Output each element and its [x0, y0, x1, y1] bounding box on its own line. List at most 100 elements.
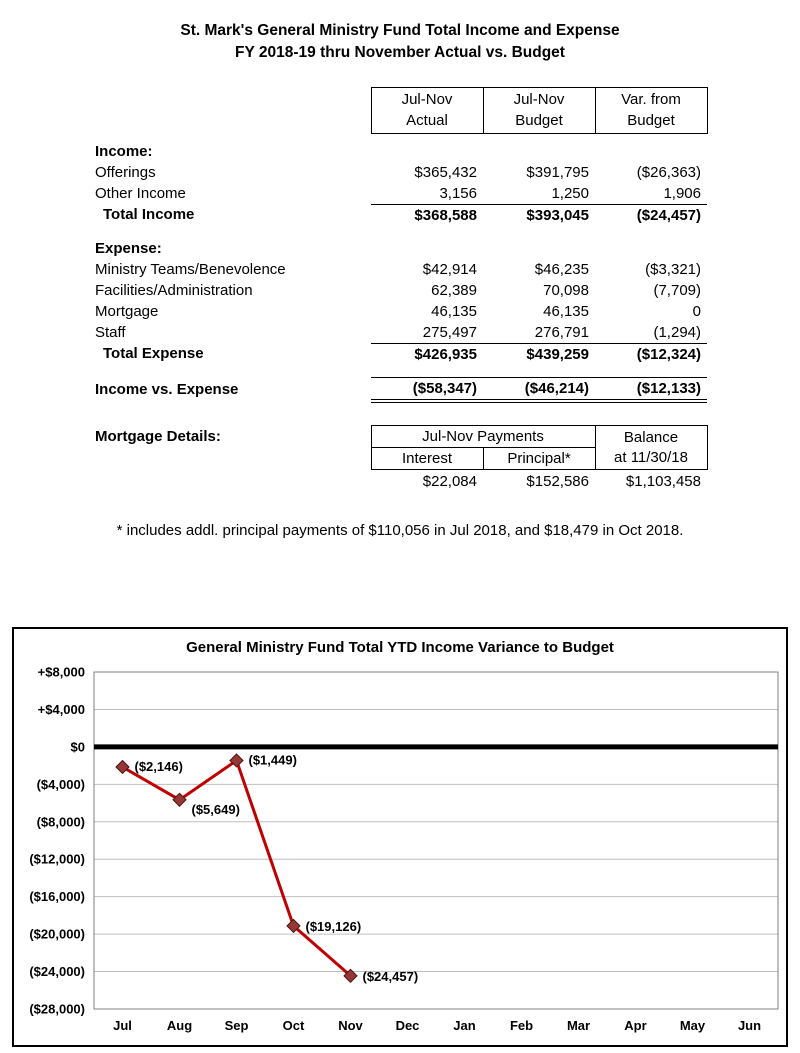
series-line: [121, 758, 352, 977]
table-header-row: Jul-Nov Actual Jul-Nov Budget Var. from Budge…: [95, 86, 708, 134]
x-tick-label: Sep: [225, 1018, 249, 1033]
chart-title: General Ministry Fund Total YTD Income V…: [186, 639, 614, 656]
cell-value: $439,259: [526, 345, 589, 363]
cell-value: $46,235: [534, 261, 589, 279]
row-label: Other Income: [95, 185, 186, 203]
balance-header: Balance at 11/30/18: [594, 425, 708, 471]
cell-value: 62,389: [431, 282, 477, 300]
cell-value: 1,906: [595, 183, 707, 205]
table-row: Other Income 3,156 1,250 1,906: [95, 183, 707, 205]
data-point-label: ($2,146): [135, 759, 183, 774]
cell-value: $393,045: [526, 206, 589, 224]
cell-value: $42,914: [422, 261, 477, 279]
cell-value: 46,135: [431, 303, 477, 321]
column-header: Jul-Nov Budget: [482, 86, 596, 134]
y-tick-label: +$8,000: [38, 665, 85, 680]
y-tick-label: +$4,000: [38, 702, 85, 717]
cell-value: ($12,324): [636, 345, 701, 363]
row-label: Ministry Teams/Benevolence: [95, 261, 286, 279]
y-tick-label: ($28,000): [29, 1002, 85, 1017]
row-label: Total Expense: [103, 345, 204, 363]
mortgage-value: $152,586: [526, 472, 589, 490]
table-row: Ministry Teams/Benevolence $42,914 $46,235…: [95, 259, 707, 280]
payments-header: Jul-Nov Payments: [370, 425, 596, 449]
cell-value: (1,294): [595, 322, 707, 344]
cell-value: ($3,321): [645, 261, 701, 279]
data-point-label: ($1,449): [249, 752, 297, 767]
row-label: Total Income: [103, 206, 195, 224]
cell-value: ($26,363): [636, 164, 701, 182]
report-title: St. Mark's General Ministry Fund Total I…: [0, 0, 800, 65]
y-tick-label: ($4,000): [37, 777, 85, 792]
cell-value: ($46,214): [483, 376, 595, 404]
x-tick-label: Jun: [738, 1018, 761, 1033]
section-header-row: Expense:: [95, 238, 707, 259]
y-tick-label: ($8,000): [37, 814, 85, 829]
cell-value: 275,497: [371, 322, 483, 344]
x-tick-label: Feb: [510, 1018, 533, 1033]
mortgage-subheader-row: Interest Principal*: [95, 447, 707, 471]
cell-value: 0: [692, 303, 701, 321]
mortgage-values-row: $22,084 $152,586 $1,103,458: [95, 470, 707, 492]
cell-value: $368,588: [414, 206, 477, 224]
y-tick-label: ($16,000): [29, 889, 85, 904]
x-tick-label: May: [680, 1018, 706, 1033]
x-tick-label: Oct: [283, 1018, 305, 1033]
report-title-line1: St. Mark's General Ministry Fund Total I…: [180, 22, 620, 39]
cell-value: ($24,457): [636, 206, 701, 224]
table-row: Mortgage 46,135 46,135 0: [95, 301, 707, 322]
column-header: Var. from Budget: [594, 86, 708, 134]
x-tick-label: Jan: [453, 1018, 475, 1033]
x-tick-label: Apr: [624, 1018, 646, 1033]
mortgage-label: Mortgage Details:: [95, 427, 221, 445]
table-row: Total Income $368,588 $393,045 ($24,457): [95, 204, 707, 225]
row-label: Facilities/Administration: [95, 282, 253, 300]
report-title-line2: FY 2018-19 thru November Actual vs. Budg…: [235, 44, 565, 62]
cell-value: $426,935: [414, 345, 477, 363]
principal-header: Principal*: [482, 447, 596, 471]
mortgage-value: $22,084: [422, 472, 477, 490]
cell-value: $365,432: [414, 164, 477, 182]
section-header-row: Income:: [95, 141, 707, 162]
y-tick-label: ($20,000): [29, 927, 85, 942]
variance-chart: General Ministry Fund Total YTD Income V…: [12, 627, 788, 1047]
cell-value: $391,795: [526, 164, 589, 182]
y-tick-label: $0: [71, 739, 85, 754]
table-row: Offerings $365,432 $391,795 ($26,363): [95, 162, 707, 183]
data-point-marker: [115, 759, 130, 775]
net-row: Income vs. Expense ($58,347) ($46,214) ($12…: [95, 376, 707, 404]
x-tick-label: Nov: [338, 1018, 363, 1033]
row-label: Mortgage: [95, 303, 159, 321]
x-tick-label: Jul: [113, 1018, 132, 1033]
data-point-marker: [343, 968, 358, 984]
data-point-label: ($5,649): [192, 802, 240, 817]
cell-value: 276,791: [483, 322, 595, 344]
section-label: Income:: [95, 143, 153, 161]
data-point-marker: [286, 918, 301, 934]
row-label: Income vs. Expense: [95, 380, 239, 398]
cell-value: (7,709): [653, 282, 701, 300]
row-label: Staff: [95, 324, 126, 342]
x-tick-label: Mar: [567, 1018, 590, 1033]
data-point-marker: [229, 753, 244, 768]
x-tick-label: Aug: [167, 1018, 192, 1033]
footnote: * includes addl. principal payments of $…: [116, 521, 684, 539]
line-chart-svg: +$8,000 +$4,000 $0 ($4,000) ($8,000) ($12,000…: [29, 665, 779, 1033]
cell-value: ($12,133): [595, 376, 707, 404]
cell-value: 3,156: [371, 183, 483, 205]
data-point-label: ($19,126): [306, 919, 362, 934]
row-label: Offerings: [95, 164, 156, 182]
y-tick-label: ($12,000): [29, 852, 85, 867]
income-expense-table: Jul-Nov Actual Jul-Nov Budget Var. from Budge…: [95, 86, 708, 404]
cell-value: 70,098: [543, 282, 589, 300]
mortgage-header-row: Mortgage Details: Jul-Nov Payments Balance…: [95, 425, 708, 471]
plot-border: [93, 671, 779, 1010]
data-point-label: ($24,457): [363, 969, 419, 984]
mortgage-details-table: Mortgage Details: Jul-Nov Payments Balance…: [95, 425, 708, 492]
cell-value: 1,250: [483, 183, 595, 205]
column-header: Jul-Nov Actual: [370, 86, 484, 134]
x-tick-label: Dec: [396, 1018, 420, 1033]
section-label: Expense:: [95, 240, 162, 258]
y-tick-label: ($24,000): [29, 964, 85, 979]
